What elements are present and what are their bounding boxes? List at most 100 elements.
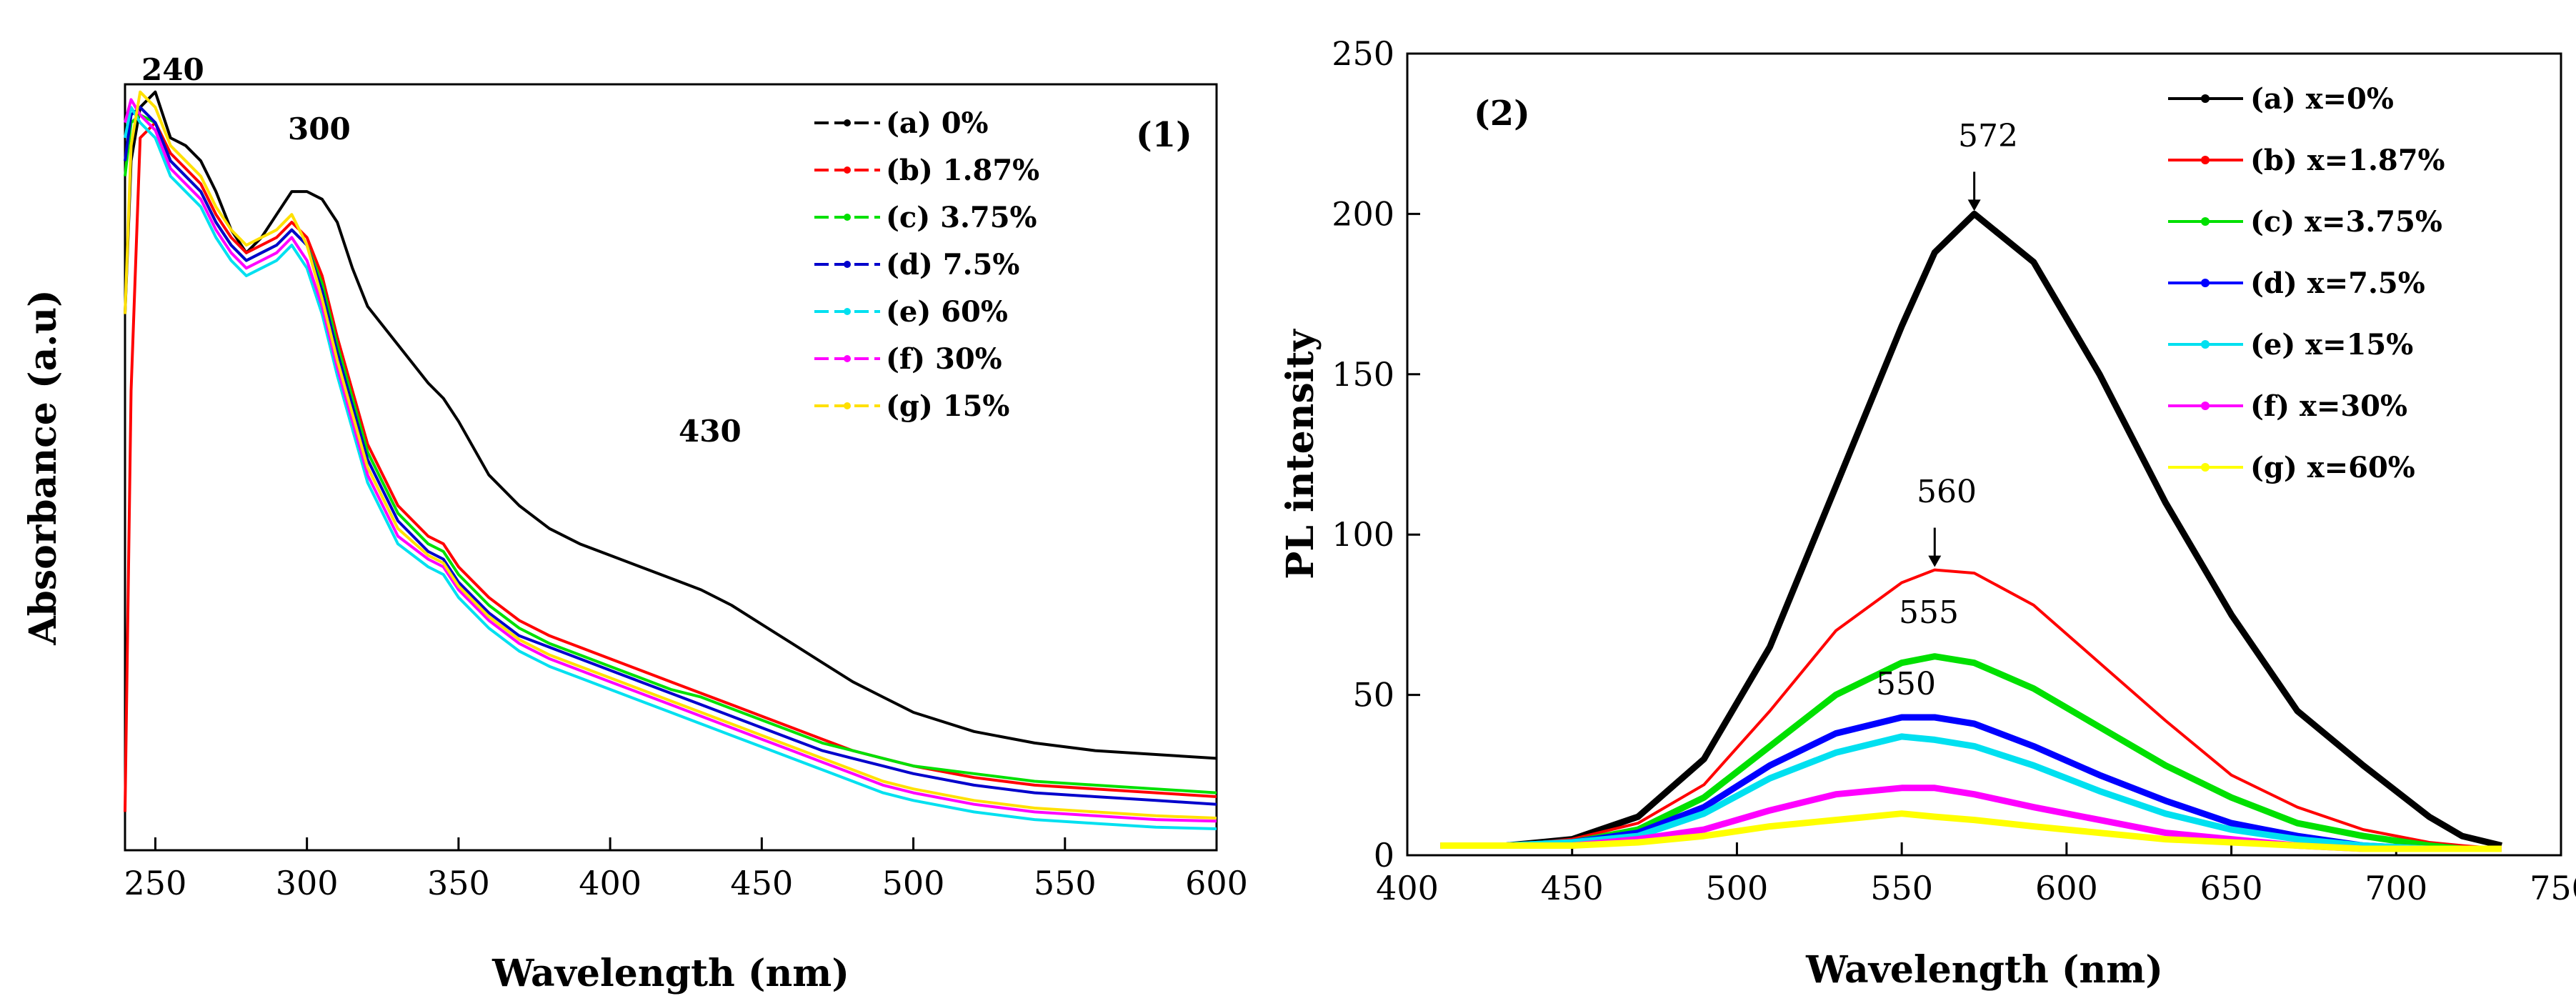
panel-1-legend-marker — [844, 214, 851, 221]
panel-2-legend: (a) x=0% (b) x=1.87% (c) x=3.75% (d) x=7.5%… — [2168, 82, 2445, 484]
panel-1-legend-label: (e) 60% — [886, 295, 1008, 329]
panel-1-series-line-4 — [124, 106, 1217, 830]
panel-1-legend-label: (d) 7.5% — [886, 248, 1019, 282]
panel-2-series-line-0 — [1440, 210, 2502, 849]
panel-2-x-tick-label: 450 — [1541, 869, 1604, 907]
panel-2-legend-label: (c) x=3.75% — [2250, 205, 2442, 239]
panel-2-y-tick-label: 250 — [1332, 34, 1394, 73]
panel-2-legend-label: (a) x=0% — [2250, 82, 2394, 116]
panel-1-x-tick-label: 600 — [1185, 864, 1248, 902]
panel-1-series — [124, 90, 1217, 830]
panel-1-legend-label: (c) 3.75% — [886, 201, 1037, 234]
panel-2-annotation-arrow-head — [1967, 199, 1981, 211]
panel-2-y-tick-label: 200 — [1332, 194, 1394, 233]
panel-2-legend-item: (b) x=1.87% — [2168, 144, 2445, 177]
panel-1-series-line-6 — [124, 90, 1217, 820]
panel-1-legend-item: (g) 15% — [814, 389, 1009, 423]
panel-1-legend-label: (b) 1.87% — [886, 154, 1039, 187]
panel-2-legend-marker — [2201, 463, 2210, 472]
panel-2-y-ticks: 0 50 100 150 200 250 — [1332, 34, 1420, 875]
panel-1-legend-marker — [844, 355, 851, 362]
panel-2-legend-label: (g) x=60% — [2250, 451, 2415, 484]
panel-2-legend-item: (f) x=30% — [2168, 389, 2407, 423]
panel-2-legend-label: (d) x=7.5% — [2250, 267, 2425, 300]
panel-1-legend-label: (a) 0% — [886, 106, 989, 140]
panel-1-legend-item: (b) 1.87% — [814, 154, 1039, 187]
panel-1-x-ticks: 250 300 350 400 450 500 550 600 — [124, 837, 1248, 902]
panel-1-x-tick-label: 400 — [579, 864, 641, 902]
panel-2-series-line-6 — [1440, 810, 2502, 852]
panel-2-x-tick-label: 650 — [2200, 869, 2263, 907]
panel-2-legend-label: (b) x=1.87% — [2250, 144, 2445, 177]
panel-1-legend: (a) 0% (b) 1.87% (c) 3.75% (d) 7.5% (e) 60% (… — [814, 106, 1039, 423]
panel-1-legend-marker — [844, 119, 851, 126]
panel-1-absorbance-chart: 250 300 350 400 450 500 550 600 (1) Wavelength … — [21, 52, 1248, 995]
panel-1-legend-item: (e) 60% — [814, 295, 1008, 329]
panel-2-x-tick-label: 550 — [1870, 869, 1933, 907]
panel-2-x-tick-label: 700 — [2365, 869, 2427, 907]
panel-1-x-tick-label: 350 — [427, 864, 490, 902]
panel-2-legend-item: (d) x=7.5% — [2168, 267, 2425, 300]
panel-2-annotation-arrow-head — [1928, 555, 1942, 567]
panel-1-legend-marker — [844, 261, 851, 268]
panel-1-legend-item: (a) 0% — [814, 106, 989, 140]
panel-1-legend-label: (g) 15% — [886, 389, 1009, 423]
panel-1-x-tick-label: 450 — [730, 864, 793, 902]
panel-2-legend-marker — [2201, 340, 2210, 349]
panel-2-legend-item: (c) x=3.75% — [2168, 205, 2442, 239]
panel-1-series-line-5 — [124, 98, 1217, 823]
panel-1-legend-item: (d) 7.5% — [814, 248, 1019, 282]
panel-2-y-tick-label: 100 — [1332, 515, 1394, 554]
panel-2-plot-frame — [1406, 52, 2562, 857]
panel-2-legend-item: (e) x=15% — [2168, 328, 2413, 362]
panel-1-annotation-300: 300 — [288, 111, 351, 146]
panel-1-plot-frame — [124, 83, 1218, 852]
panel-2-y-tick-label: 0 — [1374, 836, 1394, 875]
panel-2-x-tick-label: 750 — [2530, 869, 2576, 907]
panel-1-x-tick-label: 550 — [1034, 864, 1097, 902]
panel-2-legend-marker — [2201, 156, 2210, 164]
panel-1-legend-label: (f) 30% — [886, 342, 1002, 376]
panel-1-x-tick-label: 250 — [124, 864, 187, 902]
panel-2-series-line-1 — [1440, 568, 2502, 850]
panel-2-y-tick-label: 50 — [1352, 676, 1394, 714]
panel-2-annotation-550: 550 — [1876, 666, 1936, 702]
panel-2-legend-marker — [2201, 402, 2210, 410]
panel-2-legend-marker — [2201, 217, 2210, 226]
panel-2-x-axis-title: Wavelength (nm) — [1805, 948, 2163, 992]
panel-1-legend-marker — [844, 166, 851, 174]
panel-2-pl-intensity-chart: 400 450 500 550 600 650 700 750 0 50 100 150 200 250… — [1279, 34, 2576, 992]
panel-1-label: (1) — [1136, 115, 1192, 155]
panel-1-annotation-430: 430 — [679, 414, 742, 449]
panel-2-x-ticks: 400 450 500 550 600 650 700 750 — [1376, 842, 2576, 907]
panel-2-series — [1440, 210, 2502, 852]
panel-1-x-tick-label: 500 — [882, 864, 945, 902]
panel-2-legend-label: (e) x=15% — [2250, 328, 2413, 362]
panel-2-annotation-560: 560 — [1917, 474, 1977, 510]
panel-1-series-line-0 — [124, 90, 1217, 760]
panel-2-legend-marker — [2201, 279, 2210, 287]
panel-2-annotations: 572 560 555 550 — [1876, 118, 2018, 702]
panel-2-x-tick-label: 500 — [1706, 869, 1769, 907]
panel-1-legend-marker — [844, 402, 851, 409]
panel-2-x-tick-label: 600 — [2035, 869, 2098, 907]
panel-2-legend-marker — [2201, 94, 2210, 103]
panel-1-x-axis-title: Wavelength (nm) — [491, 952, 849, 995]
panel-1-legend-item: (c) 3.75% — [814, 201, 1037, 234]
panel-2-y-tick-label: 150 — [1332, 355, 1394, 394]
panel-2-legend-label: (f) x=30% — [2250, 389, 2407, 423]
panel-2-annotation-572: 572 — [1958, 118, 2018, 154]
panel-1-annotation-240: 240 — [141, 52, 204, 87]
panel-1-series-line-1 — [124, 121, 1217, 812]
panel-2-legend-item: (g) x=60% — [2168, 451, 2415, 484]
panel-1-x-tick-label: 300 — [276, 864, 339, 902]
panel-1-legend-marker — [844, 308, 851, 315]
panel-2-x-tick-label: 400 — [1376, 869, 1439, 907]
panel-2-annotation-555: 555 — [1899, 594, 1959, 631]
panel-2-label: (2) — [1474, 94, 1530, 134]
panel-1-y-axis-title: Absorbance (a.u) — [21, 289, 65, 646]
panel-1-legend-item: (f) 30% — [814, 342, 1002, 376]
panel-2-y-axis-title: PL intensity — [1279, 328, 1322, 579]
panel-1-series-line-3 — [124, 106, 1217, 806]
